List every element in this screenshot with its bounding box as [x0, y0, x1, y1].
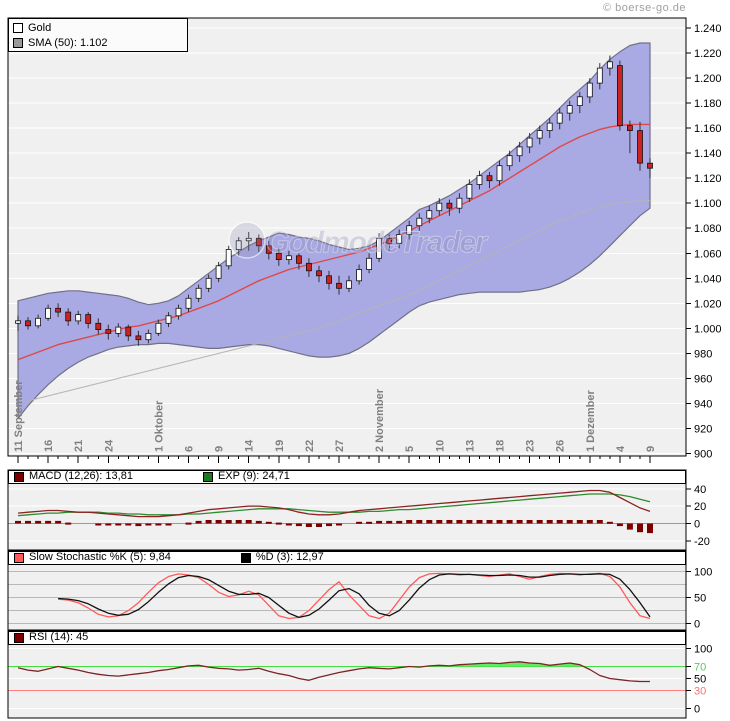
svg-text:960: 960 — [694, 373, 712, 385]
legend-item: RSI (14): 45 — [14, 632, 88, 643]
svg-text:1.100: 1.100 — [694, 198, 722, 210]
svg-text:0: 0 — [694, 519, 700, 531]
svg-text:4: 4 — [615, 445, 627, 452]
legend-swatch-icon — [14, 552, 24, 563]
legend-swatch-icon — [202, 471, 213, 482]
svg-text:1.000: 1.000 — [694, 323, 722, 335]
legend-label: Gold — [28, 21, 52, 34]
svg-text:1.120: 1.120 — [694, 173, 722, 185]
legend-item: Gold — [13, 20, 183, 35]
svg-text:1.240: 1.240 — [694, 23, 722, 35]
legend-label: RSI (14): 45 — [29, 631, 89, 643]
legend-swatch-icon — [13, 22, 23, 33]
svg-text:1.020: 1.020 — [694, 298, 722, 310]
legend-label: Slow Stochastic %K (5): 9,84 — [29, 551, 171, 563]
legend-item: %D (3): 12,97 — [240, 551, 324, 563]
svg-text:-20: -20 — [694, 536, 710, 548]
legend-label: SMA (50): 1.102 — [28, 36, 108, 49]
svg-text:1.060: 1.060 — [694, 248, 722, 260]
svg-text:980: 980 — [694, 348, 712, 360]
legend-swatch-icon — [240, 552, 251, 563]
svg-text:1.160: 1.160 — [694, 123, 722, 135]
legend-label: %D (3): 12,97 — [255, 551, 324, 563]
svg-text:940: 940 — [694, 398, 712, 410]
svg-text:27: 27 — [334, 440, 346, 452]
svg-text:11 September: 11 September — [13, 380, 25, 452]
svg-text:1.040: 1.040 — [694, 273, 722, 285]
macd-legend: MACD (12,26): 13,81 EXP (9): 24,71 — [8, 470, 686, 484]
svg-text:50: 50 — [694, 674, 706, 686]
svg-text:GodmodeTrader: GodmodeTrader — [266, 226, 489, 259]
legend-swatch-icon — [14, 632, 24, 643]
svg-text:24: 24 — [103, 439, 115, 452]
svg-text:2 November: 2 November — [374, 388, 386, 452]
svg-text:6: 6 — [184, 446, 196, 452]
svg-text:9: 9 — [214, 446, 226, 452]
svg-text:23: 23 — [525, 440, 537, 452]
svg-text:10: 10 — [434, 440, 446, 452]
price-chart-legend: Gold SMA (50): 1.102 — [8, 18, 188, 52]
svg-text:70: 70 — [694, 662, 706, 674]
legend-swatch-icon — [14, 471, 24, 482]
svg-text:100: 100 — [694, 566, 712, 578]
svg-text:1.220: 1.220 — [694, 48, 722, 60]
legend-item: MACD (12,26): 13,81 — [14, 471, 133, 482]
svg-text:100: 100 — [694, 644, 712, 656]
svg-text:30: 30 — [694, 686, 706, 698]
svg-text:40: 40 — [694, 484, 706, 496]
svg-text:14: 14 — [244, 439, 256, 452]
legend-item: EXP (9): 24,71 — [202, 470, 290, 482]
svg-text:20: 20 — [694, 501, 706, 513]
svg-text:9: 9 — [645, 446, 657, 452]
svg-text:18: 18 — [495, 440, 507, 452]
legend-item: Slow Stochastic %K (5): 9,84 — [14, 552, 171, 563]
svg-text:1.140: 1.140 — [694, 148, 722, 160]
svg-text:900: 900 — [694, 449, 712, 461]
svg-text:19: 19 — [274, 440, 286, 452]
svg-text:13: 13 — [464, 440, 476, 452]
svg-text:1.080: 1.080 — [694, 223, 722, 235]
copyright: © boerse-go.de — [603, 2, 686, 14]
svg-text:21: 21 — [73, 440, 85, 452]
legend-swatch-icon — [13, 37, 23, 48]
svg-text:1 Oktober: 1 Oktober — [153, 400, 165, 452]
legend-label: MACD (12,26): 13,81 — [29, 470, 133, 482]
svg-text:16: 16 — [43, 440, 55, 452]
svg-text:0: 0 — [694, 619, 700, 631]
svg-text:5: 5 — [404, 446, 416, 452]
stochastic-legend: Slow Stochastic %K (5): 9,84 %D (3): 12,9… — [8, 551, 686, 565]
legend-item: SMA (50): 1.102 — [13, 35, 183, 50]
svg-text:26: 26 — [555, 440, 567, 452]
svg-text:0: 0 — [694, 703, 700, 715]
legend-label: EXP (9): 24,71 — [217, 470, 290, 482]
rsi-legend: RSI (14): 45 — [8, 631, 686, 645]
svg-text:1.200: 1.200 — [694, 73, 722, 85]
svg-text:50: 50 — [694, 593, 706, 605]
svg-text:1 Dezember: 1 Dezember — [585, 390, 597, 452]
svg-text:1.180: 1.180 — [694, 98, 722, 110]
svg-text:920: 920 — [694, 424, 712, 436]
svg-text:22: 22 — [304, 440, 316, 452]
